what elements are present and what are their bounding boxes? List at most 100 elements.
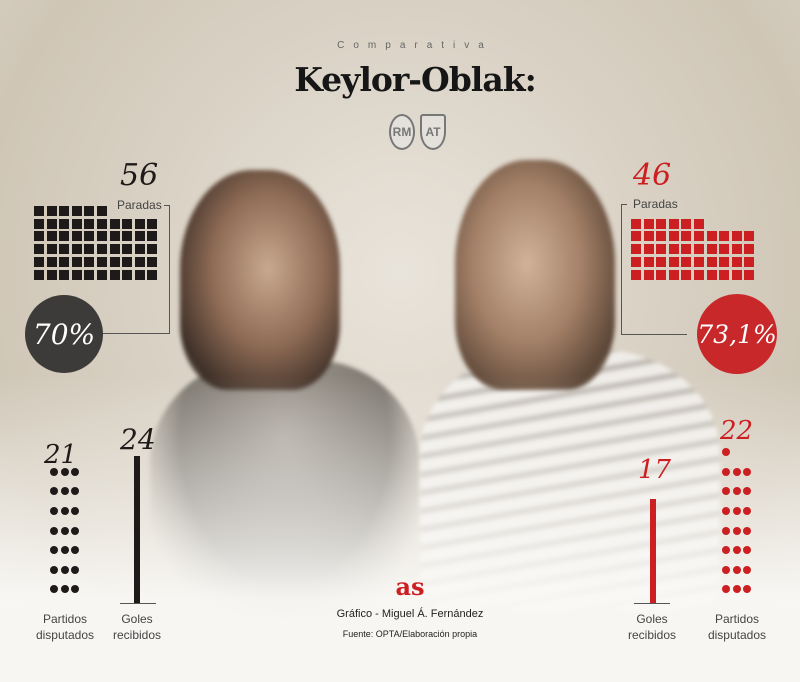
label-line: recibidos: [112, 628, 162, 642]
parada-square: [694, 218, 704, 229]
parada-square: [147, 218, 158, 229]
parada-square: [84, 244, 95, 255]
parada-square: [631, 244, 641, 255]
parada-square: [109, 218, 120, 229]
partido-dot: [722, 585, 730, 594]
partido-dot: [722, 487, 730, 496]
partido-dot: [50, 467, 58, 476]
parada-square: [656, 231, 667, 242]
parada-square: [71, 270, 82, 281]
keylor-partidos-value: 21: [44, 440, 78, 470]
parada-square: [109, 244, 120, 255]
partido-dot: [60, 526, 69, 535]
parada-square: [59, 270, 70, 281]
parada-square: [706, 270, 717, 281]
parada-square: [134, 244, 145, 255]
parada-square: [719, 257, 730, 268]
parada-square: [97, 231, 107, 242]
partido-dot: [743, 546, 751, 555]
partido-dot: [50, 546, 58, 555]
parada-square: [84, 205, 95, 216]
parada-square: [668, 270, 679, 281]
parada-square: [668, 244, 679, 255]
parada-square: [122, 231, 133, 242]
parada-square: [84, 218, 95, 229]
parada-square: [694, 231, 704, 242]
parada-square: [34, 244, 44, 255]
parada-square: [706, 231, 717, 242]
partido-dot: [71, 526, 79, 535]
parada-square: [122, 257, 133, 268]
partido-dot: [722, 507, 730, 515]
partido-dot: [50, 565, 58, 574]
bracket: [169, 205, 170, 334]
label-line: Goles: [121, 612, 153, 626]
partido-dot: [743, 507, 751, 515]
parada-square: [59, 205, 70, 216]
parada-square: [46, 270, 57, 281]
parada-square: [71, 244, 82, 255]
partido-dot: [71, 487, 79, 496]
parada-square: [71, 205, 82, 216]
keylor-goles-label: Goles recibidos: [92, 611, 182, 643]
parada-square: [656, 244, 667, 255]
parada-square: [46, 205, 57, 216]
parada-square: [59, 257, 70, 268]
bracket: [621, 334, 687, 335]
parada-square: [668, 218, 679, 229]
parada-square: [59, 231, 70, 242]
parada-square: [643, 270, 654, 281]
parada-square: [84, 270, 95, 281]
partido-dot: [60, 467, 69, 476]
parada-square: [631, 218, 641, 229]
parada-square: [719, 231, 730, 242]
parada-square: [643, 231, 654, 242]
oblak-partidos-label: Partidos disputados: [692, 611, 782, 643]
parada-square: [731, 257, 742, 268]
parada-square: [109, 257, 120, 268]
parada-square: [656, 218, 667, 229]
keylor-goles-bar: [134, 456, 140, 603]
parada-square: [706, 244, 717, 255]
parada-square: [59, 244, 70, 255]
partido-dot: [60, 546, 69, 555]
label-line: disputados: [35, 628, 95, 642]
partido-dot: [732, 546, 741, 555]
partido-dot: [732, 487, 741, 496]
parada-square: [34, 205, 44, 216]
parada-square: [134, 257, 145, 268]
partido-dot: [722, 546, 730, 555]
parada-square: [719, 244, 730, 255]
parada-square: [134, 218, 145, 229]
partido-dot: [732, 526, 741, 535]
parada-square: [147, 231, 158, 242]
parada-square: [744, 244, 755, 255]
parada-square: [681, 218, 692, 229]
parada-square: [643, 218, 654, 229]
parada-square: [97, 205, 107, 216]
label-line: Partidos: [42, 612, 88, 626]
parada-square: [694, 244, 704, 255]
partido-dot: [50, 507, 58, 515]
partido-dot: [50, 526, 58, 535]
parada-square: [46, 244, 57, 255]
partido-dot: [743, 467, 751, 476]
keylor-paradas-label: Paradas: [117, 198, 162, 212]
parada-square: [34, 257, 44, 268]
credit: Gráfico - Miguel Á. Fernández: [336, 608, 484, 620]
label-line: Partidos: [714, 612, 760, 626]
real-madrid-crest-icon: RM: [389, 114, 415, 150]
partido-dot: [71, 546, 79, 555]
baseline: [634, 603, 670, 604]
parada-square: [34, 270, 44, 281]
partido-dot: [60, 487, 69, 496]
parada-square: [134, 270, 145, 281]
parada-square: [71, 231, 82, 242]
parada-square: [719, 270, 730, 281]
parada-square: [681, 257, 692, 268]
kicker: Comparativa: [337, 40, 493, 51]
parada-square: [46, 218, 57, 229]
bracket: [621, 204, 622, 335]
parada-square: [744, 257, 755, 268]
